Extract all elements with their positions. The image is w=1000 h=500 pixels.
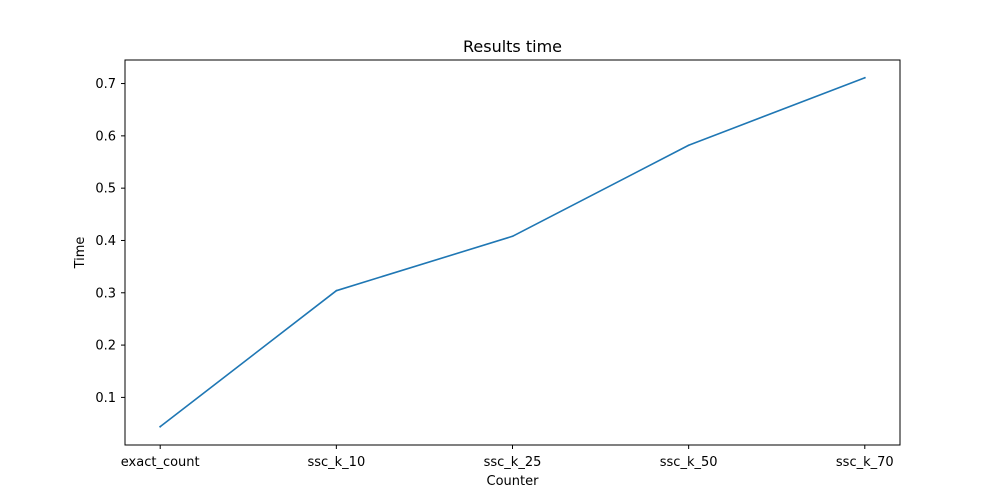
chart-title: Results time [463,37,562,56]
x-tick-label: ssc_k_25 [484,455,542,470]
data-point [687,144,690,147]
data-point [863,76,866,79]
x-tick-label: ssc_k_70 [836,455,894,470]
y-tick-label: 0.4 [95,234,116,249]
x-tick-label: ssc_k_50 [660,455,718,470]
plot-area [124,59,901,446]
x-axis-ticks: exact_count ssc_k_10 ssc_k_25 ssc_k_50 ssc_k… [121,445,894,470]
y-tick-label: 0.1 [95,391,116,406]
x-axis-label: Counter [487,474,540,489]
data-point [511,235,514,238]
series-line [159,76,866,428]
y-tick-label: 0.5 [95,182,116,197]
y-axis-label: Time [73,237,88,270]
y-axis-ticks: 0.1 0.2 0.3 0.4 0.5 0.6 0.7 [95,77,125,406]
data-point [335,289,338,292]
data-point [159,425,162,428]
series-layer [159,76,866,428]
y-tick-label: 0.3 [95,286,116,301]
y-tick-label: 0.6 [95,129,116,144]
y-tick-label: 0.7 [95,77,116,92]
x-tick-label: exact_count [121,455,200,470]
y-tick-label: 0.2 [95,339,116,354]
x-tick-label: ssc_k_10 [307,455,365,470]
